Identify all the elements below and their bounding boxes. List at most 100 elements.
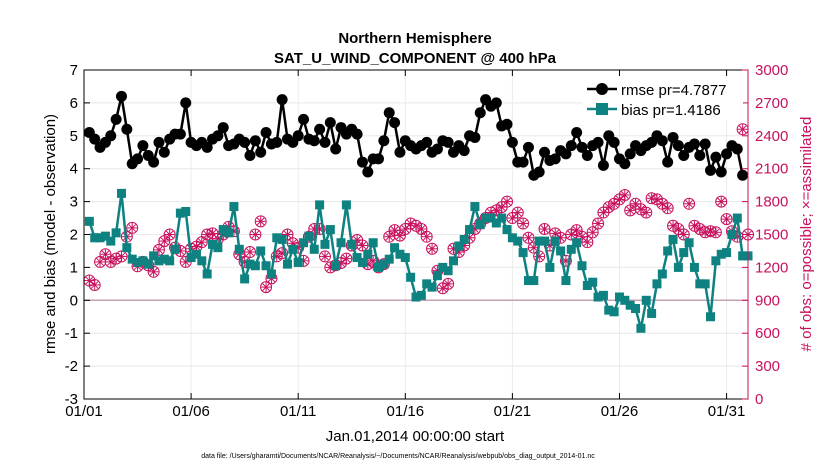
bias-point bbox=[272, 233, 282, 243]
rmse-point bbox=[715, 166, 727, 178]
rmse-point bbox=[217, 122, 229, 134]
possible-obs-point bbox=[152, 243, 165, 256]
possible-obs-point bbox=[586, 226, 599, 239]
bias-point bbox=[695, 279, 705, 289]
bias-point bbox=[625, 300, 635, 310]
assimilated-obs-point bbox=[341, 253, 352, 264]
bias-point bbox=[133, 257, 143, 267]
bias-point bbox=[448, 256, 458, 266]
assimilated-obs-point bbox=[164, 229, 175, 240]
assimilated-obs-point bbox=[95, 256, 106, 267]
rmse-point bbox=[667, 131, 679, 143]
possible-obs-point bbox=[426, 242, 439, 255]
bias-point bbox=[390, 243, 400, 253]
rmse-point bbox=[533, 166, 545, 178]
rmse-point bbox=[330, 143, 342, 155]
rmse-point bbox=[672, 140, 684, 152]
possible-obs-point bbox=[559, 254, 572, 267]
bias-point bbox=[716, 249, 726, 259]
possible-obs-point bbox=[522, 231, 535, 244]
bias-point bbox=[727, 230, 737, 239]
rmse-point bbox=[378, 135, 390, 147]
bias-point bbox=[379, 259, 389, 269]
bias-point bbox=[100, 231, 110, 241]
possible-obs-point bbox=[442, 277, 455, 290]
bias-point bbox=[84, 216, 94, 226]
bias-point bbox=[320, 239, 330, 249]
rmse-point bbox=[597, 159, 609, 171]
rmse-point bbox=[121, 123, 133, 135]
possible-obs-point bbox=[318, 250, 331, 263]
y2-tick-label: 2400 bbox=[755, 128, 788, 145]
bias-point bbox=[95, 233, 105, 243]
y2-tick-label: 1500 bbox=[755, 227, 788, 244]
possible-obs-point bbox=[147, 265, 160, 278]
y2-tick-label: 3000 bbox=[755, 62, 788, 79]
rmse-point bbox=[656, 135, 668, 147]
rmse-point bbox=[688, 138, 700, 150]
assimilated-obs-point bbox=[100, 249, 111, 260]
bias-point bbox=[556, 246, 566, 256]
bias-point bbox=[411, 292, 421, 302]
y-tick-label: -3 bbox=[65, 391, 78, 408]
assimilated-obs-point bbox=[116, 251, 127, 262]
bias-point bbox=[400, 253, 410, 263]
bias-point bbox=[406, 272, 416, 282]
possible-obs-point bbox=[276, 247, 289, 260]
assimilated-obs-point bbox=[427, 243, 438, 254]
rmse-point bbox=[592, 136, 604, 148]
bias-point bbox=[331, 261, 341, 271]
legend-bias-marker bbox=[596, 103, 608, 115]
bias-point bbox=[352, 253, 362, 263]
rmse-series bbox=[83, 90, 749, 181]
bias-point bbox=[700, 279, 710, 289]
possible-obs-point bbox=[254, 215, 267, 228]
rmse-point bbox=[89, 133, 101, 145]
rmse-point bbox=[721, 148, 733, 160]
rmse-point bbox=[442, 136, 454, 148]
bias-point bbox=[347, 239, 357, 249]
x-tick-label: 01/06 bbox=[172, 403, 210, 420]
possible-obs-point bbox=[249, 228, 262, 241]
assimilated-obs-point bbox=[619, 190, 630, 201]
y-axis-left: -3 -2 -1 0 1 2 3 4 5 6 7 bbox=[65, 62, 90, 408]
legend: rmse pr=4.7877 bias pr=1.4186 bbox=[583, 76, 743, 120]
bias-point bbox=[609, 307, 619, 317]
rmse-point bbox=[624, 148, 636, 160]
bias-point bbox=[475, 220, 485, 230]
bias-point bbox=[631, 304, 641, 314]
bias-point bbox=[443, 266, 453, 276]
y-tick-label: -2 bbox=[65, 358, 78, 375]
rmse-point bbox=[180, 97, 192, 109]
possible-obs-point bbox=[661, 202, 674, 215]
assimilated-obs-point bbox=[416, 224, 427, 235]
bias-point bbox=[111, 228, 121, 238]
bias-point bbox=[266, 269, 276, 279]
rmse-point bbox=[699, 138, 711, 150]
bias-point bbox=[116, 188, 126, 198]
rmse-point bbox=[271, 136, 283, 148]
assimilated-obs-point bbox=[550, 228, 561, 239]
assimilated-obs-point bbox=[625, 205, 636, 216]
possible-obs-point bbox=[115, 250, 128, 263]
bias-point bbox=[357, 257, 367, 267]
x-tick-label: 01/16 bbox=[387, 403, 425, 420]
possible-obs-point bbox=[511, 206, 524, 219]
assimilated-obs-point bbox=[255, 216, 266, 227]
bias-point bbox=[566, 244, 576, 254]
y2-tick-label: 600 bbox=[755, 325, 780, 342]
rmse-point bbox=[132, 153, 144, 165]
assimilated-obs-point bbox=[587, 227, 598, 238]
rmse-point bbox=[539, 146, 551, 158]
bias-point bbox=[315, 200, 325, 210]
rmse-point bbox=[458, 145, 470, 157]
bias-point bbox=[598, 290, 608, 300]
y2-tick-label: 2700 bbox=[755, 95, 788, 112]
assimilated-obs-point bbox=[261, 282, 272, 293]
y-tick-label: 0 bbox=[70, 292, 78, 309]
bias-point bbox=[540, 236, 550, 246]
bias-point bbox=[679, 248, 689, 258]
rmse-point bbox=[153, 136, 165, 148]
assimilated-obs-point bbox=[593, 218, 604, 229]
bias-point bbox=[507, 233, 517, 243]
